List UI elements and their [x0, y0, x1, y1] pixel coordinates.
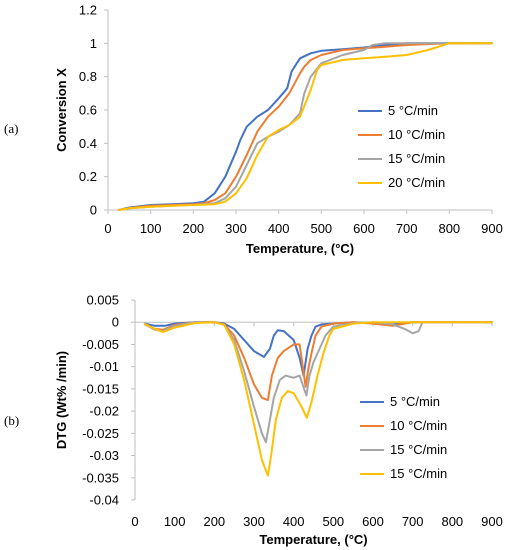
y-tick-label: 0.4 [79, 136, 97, 151]
series-line-4 [117, 42, 493, 211]
y-axis-title: DTG (Wt% /min) [54, 351, 69, 449]
y-tick-label: -0.015 [82, 381, 119, 396]
y-tick-label: -0.01 [89, 359, 119, 374]
chart-panel-b: 0.005 0 -0.005 -0.01 -0.015 -0.02 -0.025 -0.03 -… [4, 293, 503, 548]
legend-entry: 20 °C/min [388, 175, 445, 190]
legend-entry: 15 °C/min [390, 442, 447, 457]
y-tick-label: 0.6 [79, 103, 97, 118]
legend-entry: 5 °C/min [390, 394, 440, 409]
y-tick-label: -0.005 [82, 337, 119, 352]
y-axis-title: Conversion X [54, 68, 69, 152]
panel-label: (a) [4, 121, 18, 136]
legend-entry: 10 °C/min [390, 418, 447, 433]
x-tick-label: 100 [164, 514, 186, 529]
y-tick-label: -0.035 [82, 470, 119, 485]
x-tick-label: 800 [441, 514, 463, 529]
y-tick-label: 0.8 [79, 69, 97, 84]
x-tick-label: 300 [243, 514, 265, 529]
x-tick-label: 100 [140, 221, 162, 236]
legend-entry: 15 °C/min [390, 466, 447, 481]
y-tick-label: 0 [112, 315, 119, 330]
x-tick-label: 0 [104, 221, 111, 236]
x-tick-label: 600 [362, 514, 384, 529]
x-tick-label: 900 [481, 514, 503, 529]
x-tick-label: 900 [481, 221, 503, 236]
x-tick-label: 300 [225, 221, 247, 236]
series-line-2 [143, 321, 493, 401]
y-tick-label: -0.03 [89, 448, 119, 463]
x-axis-title: Temperature, (°C) [259, 532, 367, 547]
y-tick-label: -0.025 [82, 426, 119, 441]
y-tick-label: 1 [90, 36, 97, 51]
y-tick-label: 1.2 [79, 3, 97, 18]
x-tick-label: 0 [131, 514, 138, 529]
x-tick-label: 800 [438, 221, 460, 236]
x-tick-label: 700 [396, 221, 418, 236]
x-tick-label: 500 [310, 221, 332, 236]
chart-panel-a: 0 0.2 0.4 0.6 0.8 1 1.2 0 100 200 300 400 500 600 700 8… [4, 3, 503, 257]
x-tick-label: 400 [283, 514, 305, 529]
x-tick-label: 200 [182, 221, 204, 236]
x-tick-label: 400 [268, 221, 290, 236]
x-axis-title: Temperature, (°C) [246, 241, 354, 256]
series-line-4 [143, 321, 493, 477]
legend-entry: 10 °C/min [388, 127, 445, 142]
panel-label: (b) [4, 413, 19, 428]
legend-entry: 15 °C/min [388, 151, 445, 166]
y-tick-label: 0.005 [86, 293, 119, 308]
legend-entry: 5 °C/min [388, 103, 438, 118]
y-tick-label: 0 [90, 203, 97, 218]
y-tick-label: 0.2 [79, 169, 97, 184]
x-tick-label: 200 [203, 514, 225, 529]
x-tick-label: 700 [402, 514, 424, 529]
x-tick-label: 500 [322, 514, 344, 529]
x-tick-label: 600 [353, 221, 375, 236]
y-tick-label: -0.02 [89, 404, 119, 419]
y-tick-label: -0.04 [89, 493, 119, 508]
